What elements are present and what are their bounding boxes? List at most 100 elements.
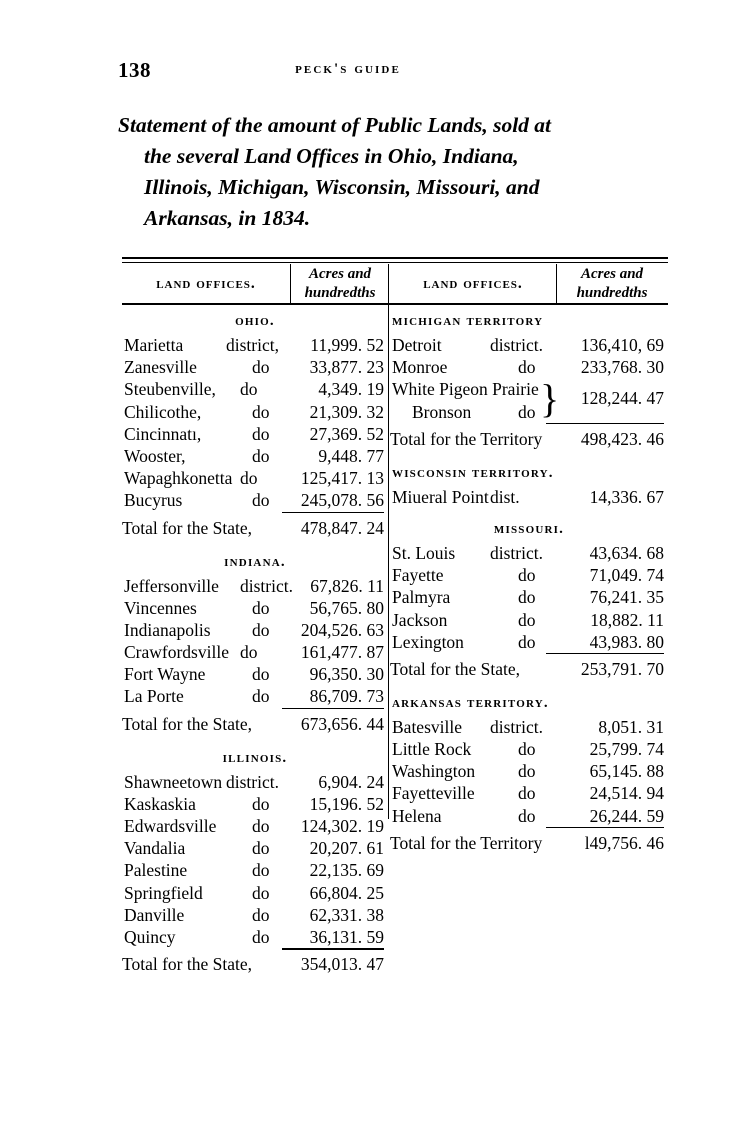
office-name: Detroit	[392, 335, 442, 355]
total-sum-rule	[546, 422, 664, 425]
office-name: Vincennes	[124, 597, 197, 618]
table-row: Monroe do 233,768. 30	[390, 356, 668, 378]
total-rule-container	[390, 826, 668, 830]
section-spacer	[122, 541, 388, 550]
section-spacer	[390, 452, 668, 461]
total-label: Total for the State,	[122, 954, 252, 975]
acres-value: 86,709. 73	[309, 686, 384, 707]
office-name: White Pigeon Prairie	[392, 379, 539, 400]
office-name: Palestine	[124, 860, 188, 881]
acres-value: 71,049. 74	[589, 565, 664, 586]
total-label: Total for the State,	[122, 713, 252, 734]
table-row: Indianapolis do 204,526. 63	[122, 619, 388, 641]
brace-icon: }	[540, 376, 560, 422]
district-label: district.	[490, 716, 543, 737]
district-label: do	[518, 739, 536, 760]
office-name: Steubenville,	[124, 379, 216, 400]
office-name: Cincinnatı,	[124, 423, 202, 444]
district-label: do	[240, 468, 258, 489]
table-row: Springfield do 66,804. 25	[122, 882, 388, 904]
table-row: Zanesville do 33,877. 23	[122, 356, 388, 378]
section-spacer	[390, 508, 668, 517]
header-acres-right-line1: Acres and	[580, 266, 644, 282]
table-total-row: Total for the State, 673,656. 44	[122, 711, 388, 737]
acres-value: 18,882. 11	[590, 609, 664, 630]
acres-value: 14,336. 67	[589, 486, 664, 507]
office-name: Jackson	[392, 609, 448, 630]
district-label: do	[252, 423, 270, 444]
office-name: Wapaghkonetta	[124, 468, 233, 489]
total-value: 498,423. 46	[580, 428, 664, 449]
table-total-row: Total for the State, 354,013. 47	[122, 951, 388, 977]
table-rule-top-outer	[122, 257, 668, 259]
district-label: do	[240, 642, 258, 663]
acres-value: 25,799. 74	[589, 739, 664, 760]
table-column-right: Michigan Territory Detroit district. 136,41…	[390, 309, 668, 865]
table-row: St. Louis district. 43,634. 68	[390, 542, 668, 564]
district-label: do	[252, 357, 270, 378]
office-name: Fayetteville	[392, 783, 475, 804]
table-row: Vandalia do 20,207. 61	[122, 837, 388, 859]
acres-value: 124,302. 19	[300, 816, 384, 836]
acres-value: 26,244. 59	[589, 805, 664, 826]
office-name: Kaskaskia	[124, 793, 196, 814]
column-rule-left	[290, 264, 291, 304]
district-label: do	[252, 838, 270, 859]
acres-value: 233,768. 30	[580, 357, 664, 378]
office-name: Springfield	[124, 882, 203, 903]
office-name: Zanesville	[124, 357, 197, 378]
district-label: do	[252, 445, 270, 466]
district-label: do	[252, 860, 270, 881]
total-label: Total for the Territory	[390, 832, 543, 853]
table-row: Miueral Point dist. 14,336. 67	[390, 486, 668, 508]
table-row: Fayette do 71,049. 74	[390, 564, 668, 586]
header-land-offices-left: Land Offices.	[156, 275, 256, 292]
acres-value: 76,241. 35	[589, 587, 664, 608]
acres-value: 9,448. 77	[318, 445, 384, 466]
total-label: Total for the Territory	[390, 428, 543, 449]
table-row: Chilicothe, do 21,309. 32	[122, 401, 388, 423]
district-label: do	[518, 783, 536, 804]
district-label: district.	[490, 542, 543, 563]
table-row: Cincinnatı, do 27,369. 52	[122, 423, 388, 445]
table-row: Edwardsville do 124,302. 19	[122, 815, 388, 837]
district-label: do	[518, 565, 536, 586]
acres-value: 11,999. 52	[310, 335, 384, 355]
table-total-row: Total for the State, 478,847. 24	[122, 515, 388, 541]
table-rule-top-inner	[122, 262, 668, 263]
acres-value: 15,196. 52	[309, 793, 384, 814]
section-title: Missouri.	[493, 520, 565, 537]
table-row: Kaskaskia do 15,196. 52	[122, 793, 388, 815]
office-name: Wooster,	[124, 445, 186, 466]
total-rule-container	[390, 422, 668, 426]
acres-value: 43,634. 68	[589, 542, 664, 563]
total-value: l49,756. 46	[584, 832, 664, 853]
office-name: St. Louis	[392, 542, 456, 563]
office-name: Danville	[124, 904, 185, 925]
office-name: Washington	[392, 761, 476, 782]
table-row: Wooster, do 9,448. 77	[122, 445, 388, 467]
header-acres-left: Acres and hundredths	[292, 264, 388, 304]
office-name: Monroe	[392, 357, 448, 378]
table-row: Wapaghkonetta do 125,417. 13	[122, 467, 388, 489]
total-sum-rule	[282, 948, 384, 950]
table-row: Steubenville, do 4,349. 19	[122, 378, 388, 400]
acres-value: 96,350. 30	[309, 664, 384, 685]
acres-value: 204,526. 63	[300, 619, 384, 640]
acres-value: 125,417. 13	[300, 468, 384, 489]
total-value: 354,013. 47	[300, 954, 384, 975]
column-rule-right	[556, 264, 557, 304]
acres-value: 65,145. 88	[589, 761, 664, 782]
table-row: Helena do 26,244. 59	[390, 805, 668, 827]
district-label: district,	[226, 335, 279, 355]
district-label: do	[518, 401, 536, 422]
table-row: Lexington do 43,983. 80	[390, 631, 668, 653]
office-name: Helena	[392, 805, 442, 826]
office-name: Jeffersonville	[124, 575, 219, 596]
caption-line-4: Arkansas, in 1834.	[144, 206, 311, 230]
office-name: Shawneetown	[124, 771, 223, 792]
office-name: Indianapolis	[124, 619, 211, 640]
district-label: do	[252, 686, 270, 707]
table-total-row: Total for the Territory l49,756. 46	[390, 830, 668, 856]
